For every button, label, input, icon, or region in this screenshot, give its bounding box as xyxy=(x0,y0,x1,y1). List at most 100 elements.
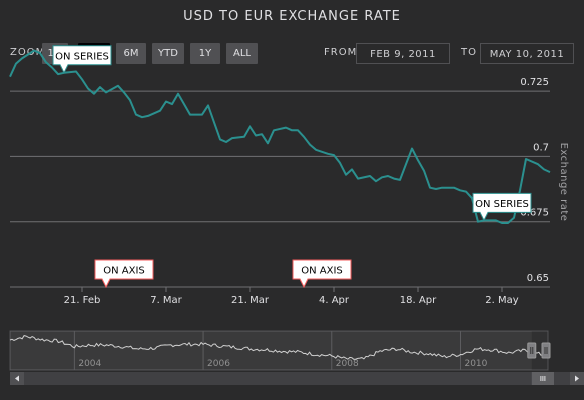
series-point xyxy=(309,144,311,146)
x-tick-label: 2. May xyxy=(485,295,518,306)
series-point xyxy=(93,93,95,95)
series-point xyxy=(207,104,209,106)
series-point xyxy=(261,133,263,135)
range-from-label: From xyxy=(324,47,358,58)
series-point xyxy=(249,125,251,127)
series-point xyxy=(129,99,131,101)
series-point xyxy=(453,187,455,189)
zoom-1y-button[interactable]: 1y xyxy=(190,43,220,64)
series-point xyxy=(213,121,215,123)
zoom-ytd-button[interactable]: YTD xyxy=(152,43,184,64)
series-point xyxy=(117,85,119,87)
series-point xyxy=(39,52,41,54)
series-point xyxy=(417,159,419,161)
navigator-year-label: 2008 xyxy=(336,359,359,369)
series-point xyxy=(15,63,17,65)
flag-on-series-label: ON SERIES xyxy=(55,51,109,62)
scrollbar-track[interactable] xyxy=(10,372,574,385)
x-tick-label: 7. Mar xyxy=(150,295,182,306)
range-to-label: To xyxy=(461,47,477,58)
series-point xyxy=(225,141,227,143)
series-point xyxy=(273,129,275,131)
series-point xyxy=(219,138,221,140)
series-point xyxy=(57,73,59,75)
series-point xyxy=(495,219,497,221)
arrow-right-icon xyxy=(575,375,579,382)
series-point xyxy=(231,137,233,139)
series-point xyxy=(441,187,443,189)
series-point xyxy=(123,91,125,93)
x-tick-label: 18. Apr xyxy=(400,295,437,306)
series-point xyxy=(105,91,107,93)
series-point xyxy=(75,70,77,72)
y-tick-label: 0.7 xyxy=(533,142,549,153)
flag-on-axis: ON AXIS xyxy=(94,259,154,289)
flag-on-axis-shape xyxy=(292,259,352,289)
zoom-6m-button[interactable]: 6m xyxy=(116,43,146,64)
x-tick-label: 21. Feb xyxy=(64,295,101,306)
series-point xyxy=(369,175,371,177)
series-point xyxy=(21,57,23,59)
series-point xyxy=(81,78,83,80)
navigator-series-line xyxy=(9,335,549,360)
series-point xyxy=(549,171,551,173)
navigator-mask-left xyxy=(10,331,532,370)
flag-on-axis-shape xyxy=(94,259,154,289)
series-point xyxy=(465,191,467,193)
x-tick-label: 4. Apr xyxy=(319,295,350,306)
series-point xyxy=(297,129,299,131)
series-point xyxy=(351,168,353,170)
navigator-handle-right[interactable] xyxy=(541,342,551,359)
range-to-input[interactable]: May 10, 2011 xyxy=(480,43,574,64)
y-tick-label: 0.65 xyxy=(527,273,549,284)
flag-on-axis: ON AXIS xyxy=(292,259,352,289)
series-point xyxy=(201,114,203,116)
series-point xyxy=(501,222,503,224)
series-point xyxy=(345,174,347,176)
y-axis-title: Exchange rate xyxy=(558,143,569,222)
series-point xyxy=(429,187,431,189)
series-point xyxy=(99,86,101,88)
flag-on-axis-label: ON AXIS xyxy=(103,266,145,277)
series-point xyxy=(435,188,437,190)
navigator-handle-left-body xyxy=(527,342,537,359)
range-from-input[interactable]: Feb 9, 2011 xyxy=(356,43,450,64)
flag-on-series-shape xyxy=(52,45,112,74)
series-point xyxy=(381,176,383,178)
series-point xyxy=(165,101,167,103)
series-point xyxy=(375,180,377,182)
y-tick-label: 0.675 xyxy=(520,208,549,219)
series-point xyxy=(141,116,143,118)
series-point xyxy=(255,134,257,136)
series-point xyxy=(477,221,479,223)
series-point xyxy=(87,87,89,89)
series-point xyxy=(513,217,515,219)
series-point xyxy=(339,162,341,164)
series-point xyxy=(267,142,269,144)
series-point xyxy=(399,179,401,181)
zoom-all-button[interactable]: All xyxy=(226,43,258,64)
series-point xyxy=(537,163,539,165)
series-point xyxy=(303,136,305,138)
navigator-handle-right-body xyxy=(541,342,551,359)
series-point xyxy=(183,103,185,105)
series-point xyxy=(243,136,245,138)
flag-on-series-shape xyxy=(472,192,532,222)
navigator-year-label: 2004 xyxy=(78,359,101,369)
series-line xyxy=(9,49,551,224)
series-point xyxy=(171,103,173,105)
navigator-frame xyxy=(9,330,549,371)
y-tick-label: 0.725 xyxy=(520,77,549,88)
series-point xyxy=(423,170,425,172)
navigator-handle-left[interactable] xyxy=(527,342,537,359)
series-point xyxy=(333,154,335,156)
zoom-label: Zoom xyxy=(10,47,46,58)
series-point xyxy=(315,149,317,151)
series-point xyxy=(357,178,359,180)
flag-on-series-label: ON SERIES xyxy=(475,199,529,210)
series-point xyxy=(459,189,461,191)
series-point xyxy=(519,189,521,191)
series-point xyxy=(285,127,287,129)
